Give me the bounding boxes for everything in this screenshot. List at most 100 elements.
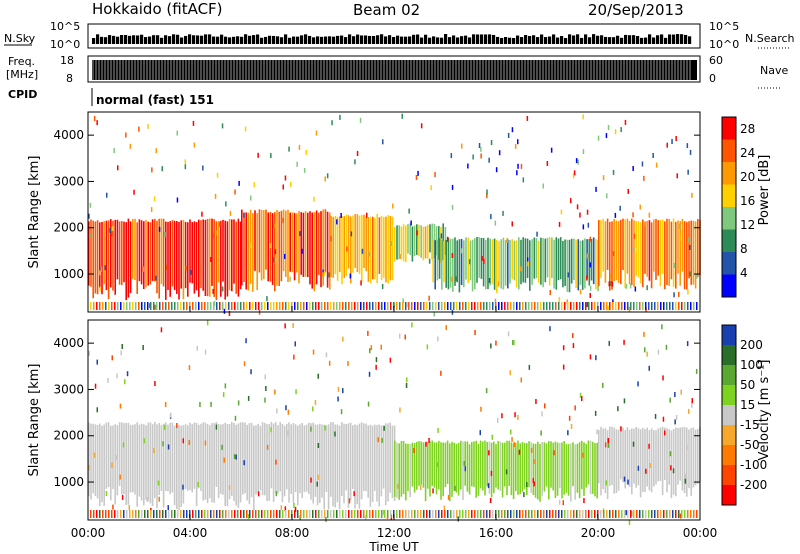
data-pixel-column [583, 442, 585, 496]
data-pixel [674, 270, 677, 276]
data-pixel [381, 437, 383, 443]
data-pixel-column [585, 443, 587, 488]
data-pixel [252, 302, 254, 310]
data-pixel-column [184, 424, 187, 490]
data-pixel [275, 459, 277, 465]
data-pixel [360, 302, 362, 310]
data-pixel [204, 440, 207, 446]
data-pixel [123, 302, 125, 310]
data-pixel [282, 510, 284, 518]
data-pixel [204, 510, 206, 518]
data-pixel-column [226, 424, 229, 507]
nsky-bar [576, 34, 580, 44]
data-pixel-column [468, 444, 471, 495]
data-pixel-column [624, 430, 626, 489]
data-pixel [100, 266, 102, 272]
data-pixel [284, 506, 287, 512]
data-pixel-column [532, 443, 535, 495]
nsky-bar [372, 35, 376, 44]
data-pixel-column [330, 215, 332, 277]
data-pixel-column [438, 440, 440, 490]
data-pixel [662, 416, 665, 422]
nsky-bar [512, 37, 516, 44]
nsky-bar [604, 36, 608, 44]
data-pixel-column [389, 422, 391, 493]
data-pixel [687, 169, 689, 175]
data-pixel [192, 510, 194, 518]
nsky-bar [160, 37, 164, 44]
data-pixel-column [112, 220, 114, 291]
data-pixel [306, 510, 308, 518]
data-pixel-column [326, 211, 329, 288]
data-pixel [168, 510, 170, 518]
colorbar-tick-label: 8 [740, 242, 748, 256]
data-pixel [210, 401, 212, 407]
nsky-bar [448, 37, 452, 44]
data-pixel-column [264, 422, 266, 496]
data-pixel [234, 415, 237, 421]
data-pixel [471, 510, 473, 518]
data-pixel-column [239, 422, 242, 503]
colorbar-tick-label: 50 [740, 378, 755, 392]
data-pixel [126, 371, 129, 377]
data-pixel [483, 302, 485, 310]
data-pixel [525, 510, 527, 518]
data-pixel-column [562, 240, 564, 288]
data-pixel [372, 302, 374, 310]
data-pixel [392, 203, 394, 209]
data-pixel-column [512, 443, 515, 500]
data-pixel [360, 280, 362, 286]
data-pixel [405, 383, 408, 388]
data-pixel [561, 302, 563, 310]
data-pixel [670, 465, 672, 471]
nsky-bar [192, 35, 196, 44]
data-pixel [461, 143, 463, 149]
data-pixel-column [254, 210, 256, 271]
data-pixel [575, 158, 578, 164]
data-pixel [143, 438, 145, 444]
data-pixel-column [369, 424, 372, 507]
data-pixel-column [169, 422, 171, 494]
data-pixel [504, 302, 506, 310]
data-pixel [586, 209, 589, 215]
data-pixel [120, 350, 122, 356]
data-pixel-column [162, 218, 165, 287]
data-pixel-column [420, 441, 422, 485]
data-pixel [560, 209, 563, 215]
data-pixel [666, 510, 668, 518]
data-pixel [567, 510, 569, 518]
data-pixel [274, 389, 276, 395]
freq-label-2: [MHz] [6, 68, 38, 81]
data-pixel [361, 248, 364, 254]
data-pixel-column [319, 423, 321, 503]
data-pixel [348, 302, 350, 310]
data-pixel-column [96, 220, 99, 295]
data-pixel [340, 409, 343, 415]
nsky-bar [324, 36, 328, 44]
data-pixel-column [298, 210, 300, 284]
data-pixel [420, 123, 423, 129]
data-pixel-column [548, 237, 551, 286]
data-pixel-column [579, 240, 582, 285]
data-pixel-column [282, 209, 285, 272]
nsky-panel: N.Sky 10^5 10^0 10^5 10^0 N.Search [4, 20, 795, 51]
data-pixel-column [209, 425, 211, 499]
nsky-bar [608, 37, 612, 44]
nsky-bar [420, 37, 424, 44]
data-pixel [501, 510, 503, 518]
data-pixel [562, 345, 565, 351]
data-pixel [589, 293, 591, 298]
data-pixel [162, 302, 164, 310]
data-pixel [655, 162, 658, 168]
data-pixel [342, 510, 344, 518]
data-pixel [261, 302, 263, 310]
data-pixel [605, 133, 608, 139]
data-pixel [317, 373, 319, 379]
data-pixel-column [427, 224, 429, 259]
data-pixel-column [350, 216, 352, 284]
data-pixel-column [586, 239, 588, 279]
data-pixel [633, 510, 635, 518]
data-pixel-column [413, 443, 416, 493]
data-pixel [688, 408, 690, 414]
data-pixel-column [224, 422, 226, 506]
